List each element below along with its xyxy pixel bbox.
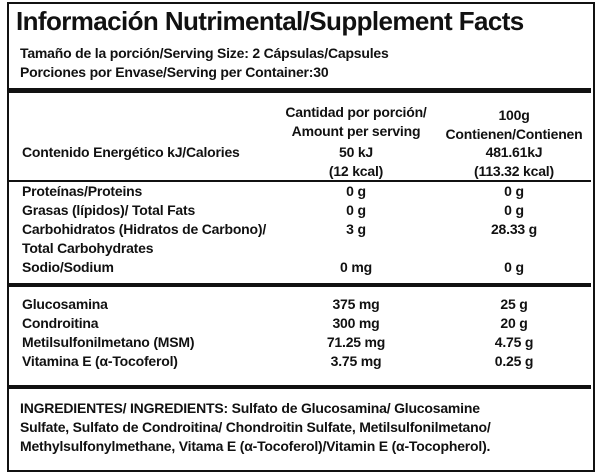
per-serving: 3 g: [346, 221, 366, 237]
servings: Porciones por Envase/Serving per Contain…: [20, 64, 329, 80]
column-header: Cantidad por porción/: [285, 104, 427, 120]
per-serving: 3.75 mg: [330, 353, 382, 369]
per-100g: 481.61kJ: [485, 144, 543, 160]
per-100g: 28.33 g: [490, 221, 538, 237]
nutrient-label: Metilsulfonilmetano (MSM): [22, 334, 195, 350]
nutrient-label: Condroitina: [22, 315, 99, 331]
per-100g: 0 g: [504, 259, 524, 275]
nutrient-label: Total Carbohydrates: [22, 240, 154, 256]
per-100g: 25 g: [500, 296, 528, 312]
thick-rule: [9, 88, 591, 93]
title: Información Nutrimental/Supplement Facts: [16, 6, 524, 36]
nutrient-label: Sodio/Sodium: [22, 259, 114, 275]
rule: [9, 180, 591, 182]
nutrient-label: Grasas (lípidos)/ Total Fats: [22, 202, 196, 218]
per-100g: 0 g: [504, 183, 524, 199]
column-header: Contienen/Contienen: [445, 126, 583, 142]
ingredients-line: INGREDIENTES/ INGREDIENTS: Sulfato de Gl…: [20, 400, 480, 416]
nutrient-label: Glucosamina: [22, 296, 108, 312]
serving-size: Tamaño de la porción/Serving Size: 2 Cáp…: [20, 45, 389, 61]
thick-rule: [9, 283, 591, 287]
nutrient-label: Carbohidratos (Hidratos de Carbono)/: [22, 221, 267, 237]
per-serving: 50 kJ: [338, 144, 374, 160]
per-serving: 375 mg: [332, 296, 380, 312]
per-100g: 20 g: [500, 315, 528, 331]
thick-rule: [9, 385, 591, 389]
ingredients-line: Methylsulfonylmethane, Vitama E (α-Tocof…: [20, 438, 491, 454]
column-header: 100g: [498, 107, 530, 123]
per-serving: 300 mg: [332, 315, 380, 331]
per-serving: 71.25 mg: [326, 334, 386, 350]
nutrient-label: Contenido Energético kJ/Calories: [22, 144, 240, 160]
per-serving: 0 mg: [340, 259, 372, 275]
per-100g: 4.75 g: [494, 334, 534, 350]
per-serving: 0 g: [346, 183, 366, 199]
per-100g: (113.32 kcal): [474, 163, 554, 179]
border: [7, 2, 595, 472]
per-serving: (12 kcal): [328, 163, 384, 179]
nutrient-label: Proteínas/Proteins: [22, 183, 143, 199]
per-100g: 0 g: [504, 202, 524, 218]
per-serving: 0 g: [346, 202, 366, 218]
column-header: Amount per serving: [291, 123, 421, 139]
per-100g: 0.25 g: [494, 353, 534, 369]
ingredients-line: Sulfate, Sulfato de Condroitina/ Chondro…: [20, 419, 491, 435]
nutrient-label: Vitamina E (α-Tocoferol): [22, 353, 178, 369]
